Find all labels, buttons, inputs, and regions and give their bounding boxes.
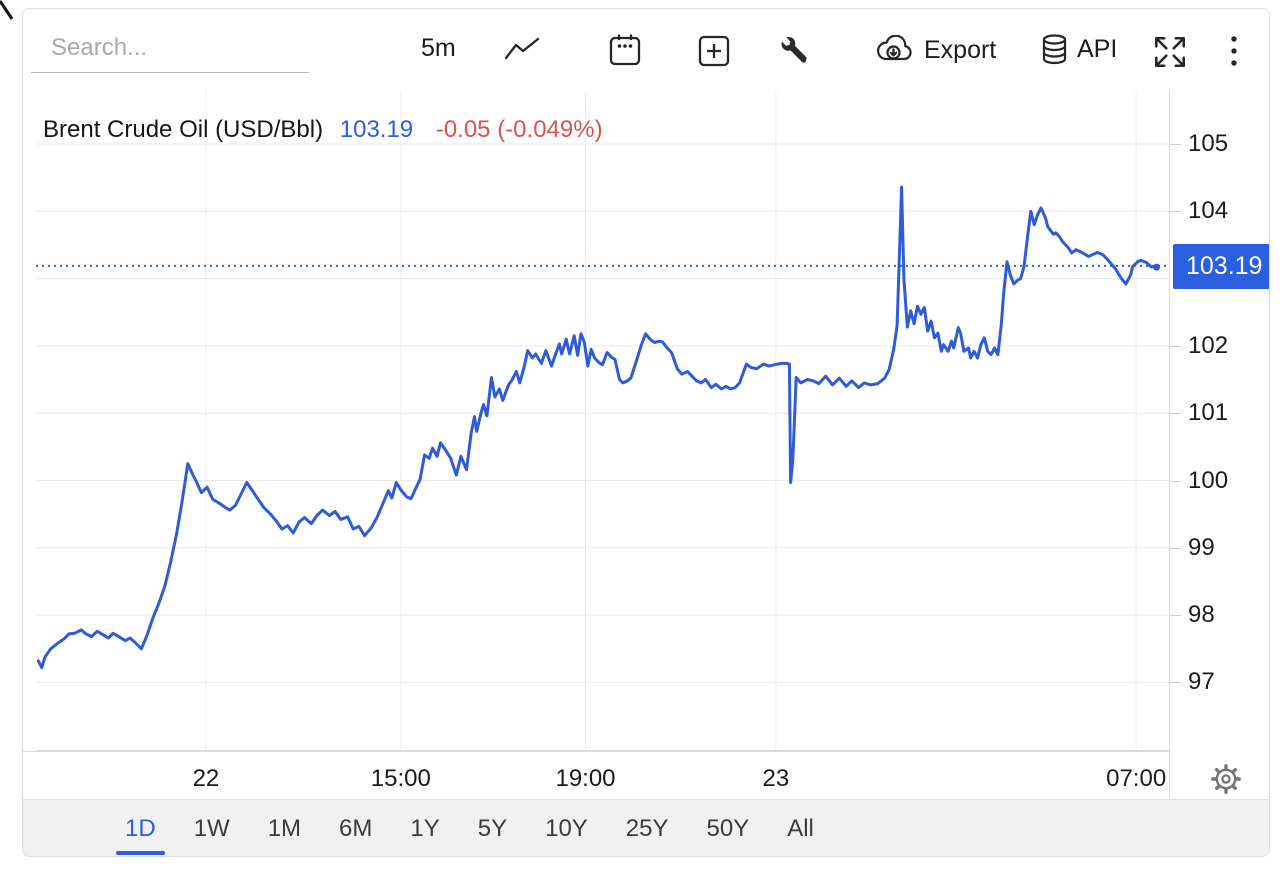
- price-axis-tick: [1169, 345, 1181, 347]
- axis-divider-horizontal: [23, 751, 1169, 752]
- kebab-menu-icon: [1231, 36, 1237, 66]
- price-axis-tick: [1169, 682, 1181, 684]
- add-indicator-button[interactable]: [698, 35, 730, 67]
- instrument-change: -0.05 (-0.049%): [435, 116, 603, 143]
- line-chart-icon: [504, 37, 540, 60]
- database-icon: [1042, 34, 1067, 65]
- calendar-button[interactable]: [609, 33, 641, 67]
- cursor-artifact: [0, 0, 14, 20]
- interval-selector-button[interactable]: 5m: [421, 34, 456, 63]
- price-axis-label: 99: [1188, 533, 1215, 561]
- last-point-marker: [1153, 263, 1161, 271]
- price-axis-tick: [1169, 547, 1181, 549]
- range-tab-all[interactable]: All: [787, 815, 814, 842]
- plus-box-icon: [698, 35, 730, 67]
- export-button[interactable]: Export: [875, 35, 996, 65]
- instrument-last-price: 103.19: [339, 116, 414, 143]
- price-axis-label: 105: [1188, 130, 1229, 157]
- gear-icon: [1211, 764, 1241, 794]
- price-chart[interactable]: [36, 91, 1169, 751]
- price-axis-tick: [1169, 413, 1181, 415]
- price-axis-tick: [1169, 480, 1181, 482]
- price-line-series: [36, 185, 1158, 670]
- price-axis-tick: [1169, 615, 1181, 617]
- price-axis-label: 97: [1188, 668, 1215, 696]
- range-tab-1w[interactable]: 1W: [193, 815, 230, 842]
- tools-button[interactable]: [779, 35, 809, 65]
- fullscreen-button[interactable]: [1151, 33, 1189, 71]
- range-tab-50y[interactable]: 50Y: [706, 815, 750, 842]
- price-axis-label: 102: [1188, 331, 1229, 359]
- range-tab-5y[interactable]: 5Y: [477, 815, 508, 842]
- range-tab-1y[interactable]: 1Y: [410, 815, 440, 842]
- api-label: API: [1077, 35, 1118, 63]
- range-tab-10y[interactable]: 10Y: [545, 815, 588, 842]
- price-axis-label: 100: [1188, 466, 1229, 494]
- wrench-icon: [781, 36, 807, 63]
- price-axis-tick: [1169, 211, 1181, 213]
- expand-arrows-icon: [1155, 37, 1185, 67]
- api-button[interactable]: API: [1041, 34, 1117, 65]
- chart-toolbar: 5m: [23, 9, 1269, 91]
- current-price-tag: 103.19: [1173, 244, 1269, 289]
- range-tab-1m[interactable]: 1M: [267, 815, 302, 842]
- more-menu-button[interactable]: [1229, 33, 1239, 71]
- price-axis-tick: [1169, 144, 1181, 145]
- settings-gear-button[interactable]: [1211, 764, 1241, 794]
- range-tab-1d[interactable]: 1D: [116, 800, 165, 856]
- interval-label: 5m: [421, 34, 456, 62]
- price-axis-label: 101: [1188, 399, 1229, 427]
- time-axis-label: 22: [192, 765, 220, 792]
- time-axis-label: 19:00: [555, 765, 616, 792]
- range-tab-25y[interactable]: 25Y: [625, 815, 669, 842]
- instrument-header: Brent Crude Oil (USD/Bbl) 103.19 -0.05 (…: [43, 115, 603, 145]
- range-tabs: 1D 1W 1M 6M 1Y 5Y 10Y 25Y 50Y All: [116, 800, 823, 856]
- range-tab-6m[interactable]: 6M: [339, 815, 373, 842]
- axis-divider-vertical: [1169, 91, 1170, 799]
- range-selector-bar: 1D 1W 1M 6M 1Y 5Y 10Y 25Y 50Y All: [23, 799, 1269, 856]
- time-axis-label: 23: [762, 765, 790, 792]
- instrument-name: Brent Crude Oil (USD/Bbl): [43, 116, 324, 143]
- chart-type-button[interactable]: [503, 37, 541, 63]
- price-axis-label: 104: [1188, 197, 1229, 225]
- calendar-icon: [609, 34, 641, 66]
- time-axis-label: 07:00: [1106, 765, 1167, 792]
- time-axis-label: 15:00: [370, 765, 431, 792]
- cloud-download-icon: [877, 35, 912, 61]
- search-input[interactable]: [31, 23, 309, 72]
- export-label: Export: [924, 35, 997, 64]
- price-axis-label: 98: [1188, 601, 1215, 629]
- chart-card: 5m: [22, 8, 1270, 857]
- search-box: [31, 23, 309, 73]
